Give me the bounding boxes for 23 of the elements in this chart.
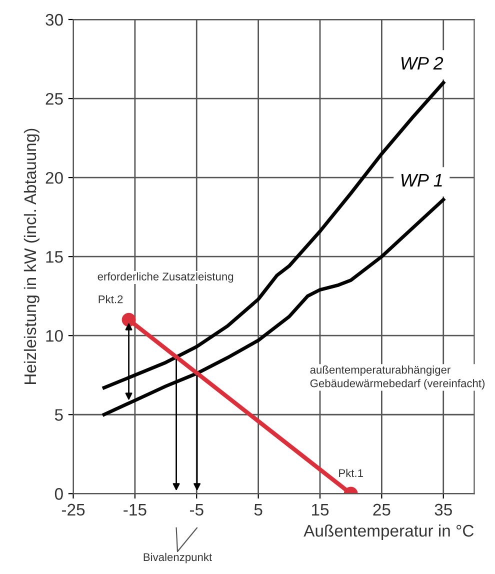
x-tick-label: 35 xyxy=(434,504,452,516)
x-tick-label: -25 xyxy=(62,504,85,516)
y-tick-label: 0 xyxy=(54,488,63,500)
x-axis-title: Außentemperatur in °C xyxy=(304,524,474,540)
x-tick-label: -5 xyxy=(190,504,204,516)
annotation: erforderliche Zusatzleistung xyxy=(98,272,234,283)
y-tick-label: 25 xyxy=(46,92,63,105)
y-tick-label: 20 xyxy=(46,172,63,184)
annotation: Pkt.2 xyxy=(98,295,123,304)
y-tick-label: 5 xyxy=(54,409,63,421)
annotation: außentemperaturabhängiger Gebäudewärmebedarf (vereinfacht) xyxy=(310,366,485,390)
x-tick-label: 5 xyxy=(254,504,262,516)
text: Bivalenzpunkt xyxy=(144,552,212,564)
y-tick-label: 30 xyxy=(46,14,63,26)
y-tick-label: 15 xyxy=(46,251,63,263)
y-tick-label: 10 xyxy=(46,330,63,342)
annotation: Pkt.1 xyxy=(339,468,363,478)
series-label: WP 2 xyxy=(401,56,444,70)
x-tick-label: 25 xyxy=(373,504,390,516)
x-tick-label: -15 xyxy=(124,504,146,516)
y-axis-title: Heizleistung in kW (incl. Abtauung) xyxy=(24,128,40,384)
series-label: WP 1 xyxy=(401,174,442,186)
x-tick-label: 15 xyxy=(312,504,329,516)
